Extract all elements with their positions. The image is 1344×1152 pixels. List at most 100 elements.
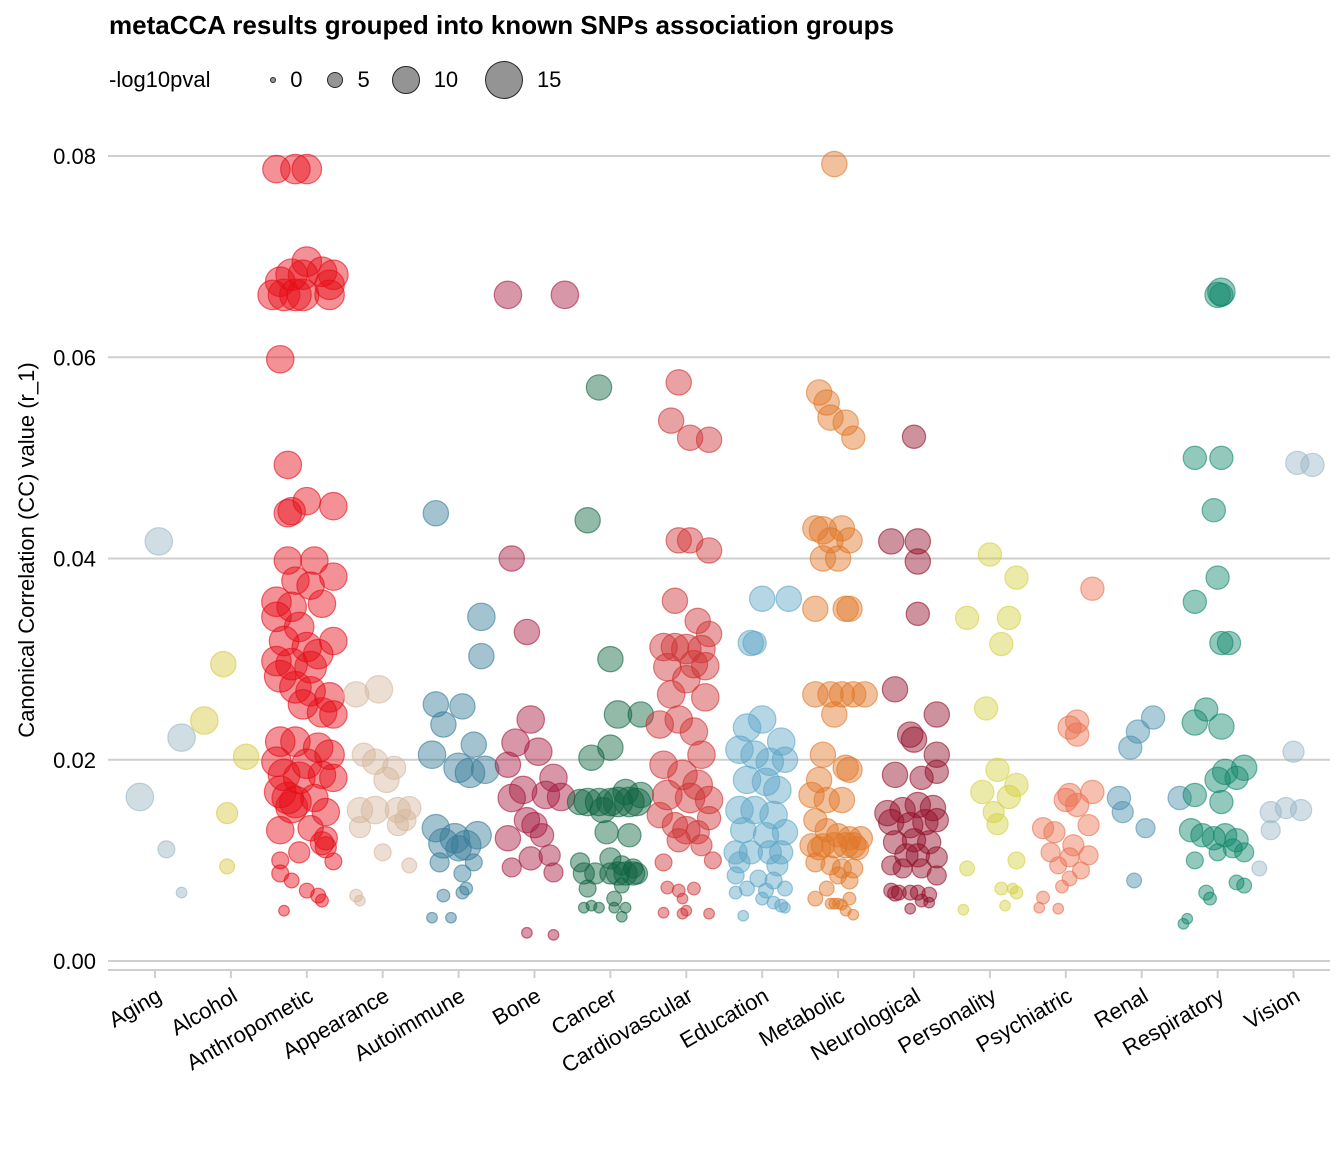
data-point [597,645,624,673]
data-point [578,879,597,898]
data-point [1167,785,1192,811]
data-point [262,154,291,184]
series-alcohol [190,650,260,875]
data-point [671,664,701,694]
data-point [273,450,303,480]
series-autoimmune [417,499,500,924]
gridlines [108,155,1330,962]
data-point [494,751,522,779]
data-point [306,697,338,728]
data-point [585,899,598,912]
data-point [776,880,793,897]
y-axis-title: Canonical Correlation (CC) value (r_1) [14,362,39,737]
data-point [463,820,492,850]
data-point [909,765,934,791]
data-point [732,713,762,742]
size-legend-label: 0 [290,67,303,92]
data-point [924,759,949,785]
data-point [574,507,601,534]
data-point [1208,843,1227,862]
data-point [1064,722,1090,747]
data-point [836,595,863,623]
data-point [219,858,236,875]
data-point [676,424,704,452]
data-point [279,278,312,312]
data-point [210,650,237,678]
series-vision [1251,450,1325,877]
series-bone [493,280,580,941]
data-point [695,620,723,648]
data-point [847,908,860,921]
data-point [493,280,523,310]
data-point [421,813,451,843]
size-legend-circle [326,71,344,89]
data-point [531,780,561,810]
data-point [125,782,155,812]
data-point [757,882,774,899]
data-point [436,888,451,903]
data-point [742,630,767,656]
data-point [694,785,724,815]
data-point [401,857,418,874]
data-point [840,832,867,859]
data-point [1236,877,1253,894]
data-point [364,675,394,704]
data-point [914,893,929,908]
size-legend-circle [392,66,420,94]
x-tick-label: Vision [1240,983,1304,1034]
data-point [1182,782,1208,808]
data-point [373,766,400,794]
data-point [1181,912,1194,925]
data-point [1140,705,1166,730]
data-point [1106,785,1132,811]
data-point [806,836,832,861]
data-point [1182,589,1208,614]
data-point [881,855,902,876]
data-point [725,795,754,825]
series-appearance [342,675,422,907]
data-point [923,701,951,728]
data-point [802,681,829,708]
data-point [840,681,867,708]
data-point [613,861,638,886]
data-point [840,871,859,890]
data-point [573,787,602,817]
data-point [498,545,525,572]
data-point [696,805,722,831]
data-point [1208,713,1235,740]
data-point [835,898,848,911]
data-point [1064,792,1090,818]
data-point [589,796,617,824]
data-point [1194,697,1219,722]
data-point [1033,901,1046,914]
data-point [523,737,553,766]
data-point [646,801,673,829]
data-point [307,760,337,790]
data-point [464,853,483,872]
data-point [615,910,628,923]
data-point [660,880,675,895]
data-point [665,527,692,554]
data-point [674,782,706,814]
data-points [125,150,1325,941]
data-point [985,757,1010,783]
x-tick-label: Cardiovascular [557,983,697,1078]
data-point [821,150,848,178]
data-point [1182,445,1208,471]
data-point [1004,565,1029,590]
y-tick-label: 0.00 [53,949,96,974]
data-point [901,424,927,449]
data-point [538,844,561,867]
data-point [996,784,1022,810]
data-point [828,681,856,708]
data-point [467,602,496,632]
data-point [739,880,756,897]
data-point [1064,709,1090,734]
data-point [603,700,633,729]
data-point [954,605,980,631]
data-point [354,894,366,907]
data-point [881,676,909,703]
data-point [315,893,329,908]
size-legend-title: -log10pval [109,67,211,92]
x-tick-label: Aging [104,983,165,1033]
